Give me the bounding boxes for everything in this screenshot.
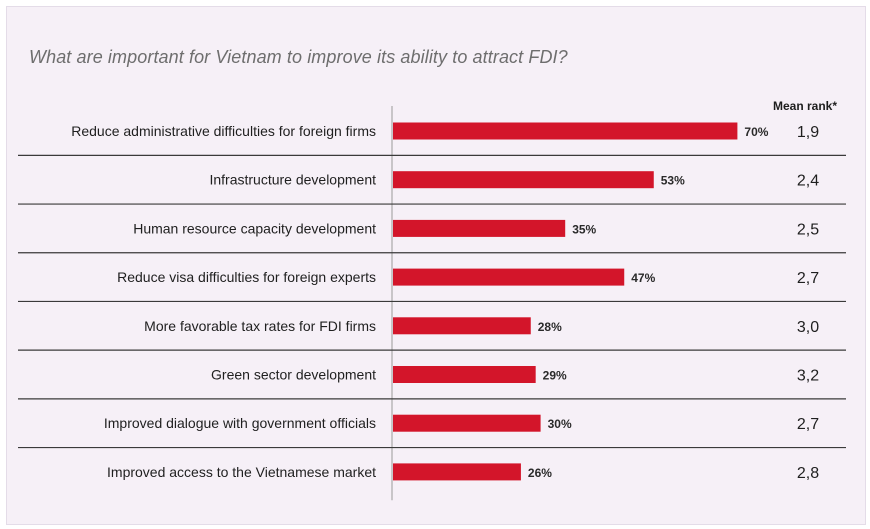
category-label: Improved dialogue with government offici… (104, 415, 376, 431)
category-label: More favorable tax rates for FDI firms (144, 318, 376, 334)
mean-rank-value: 2,5 (797, 221, 819, 238)
bar (393, 317, 531, 335)
value-label: 35% (572, 222, 596, 236)
value-label: 29% (543, 369, 567, 383)
value-label: 28% (538, 320, 562, 334)
category-label: Infrastructure development (209, 172, 376, 188)
bar (393, 463, 521, 481)
category-label: Green sector development (211, 367, 376, 383)
value-label: 30% (548, 417, 572, 431)
value-label: 53% (661, 174, 685, 188)
bar (393, 414, 541, 432)
bar (393, 366, 536, 383)
chart-panel: What are important for Vietnam to improv… (6, 6, 866, 525)
mean-rank-value: 2,8 (797, 465, 819, 482)
category-label: Reduce visa difficulties for foreign exp… (117, 269, 376, 285)
mean-rank-value: 2,4 (797, 173, 819, 190)
mean-rank-value: 1,9 (797, 124, 819, 141)
category-label: Human resource capacity development (133, 220, 376, 236)
value-label: 70% (744, 125, 768, 139)
bar (393, 171, 654, 189)
mean-rank-header: Mean rank* (773, 99, 838, 113)
chart-title: What are important for Vietnam to improv… (29, 47, 568, 67)
bar (393, 122, 738, 140)
mean-rank-value: 3,2 (797, 368, 819, 385)
mean-rank-value: 3,0 (797, 319, 819, 336)
value-label: 47% (631, 271, 655, 285)
category-label: Reduce administrative difficulties for f… (71, 123, 376, 139)
category-label: Improved access to the Vietnamese market (107, 464, 376, 480)
mean-rank-value: 2,7 (797, 416, 819, 433)
value-label: 26% (528, 466, 552, 480)
bar (393, 219, 566, 237)
bar (393, 268, 625, 286)
mean-rank-value: 2,7 (797, 270, 819, 287)
